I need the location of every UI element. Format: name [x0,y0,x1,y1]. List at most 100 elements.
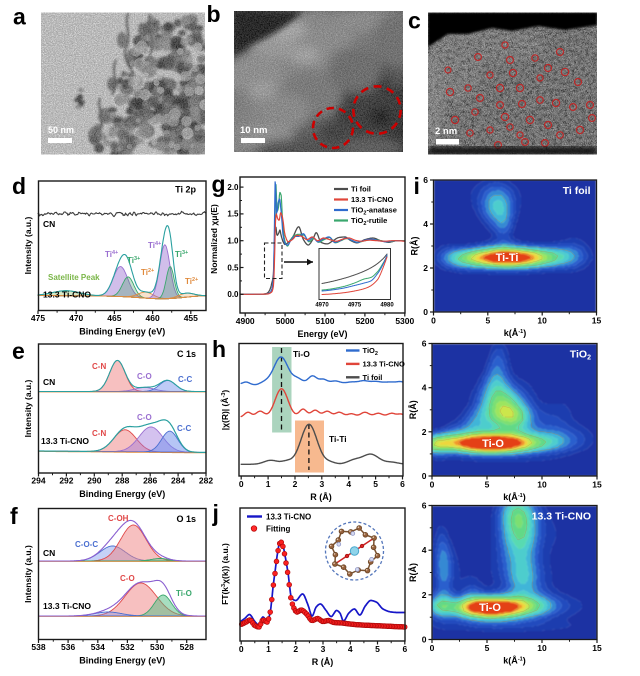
svg-text:Intensity (a.u.): Intensity (a.u.) [23,545,33,603]
svg-text:4: 4 [348,644,353,654]
svg-text:Ti3+: Ti3+ [127,256,140,266]
svg-text:R(Å): R(Å) [410,237,420,256]
svg-text:4980: 4980 [380,303,394,309]
svg-text:Satellite Peak: Satellite Peak [48,273,100,282]
svg-text:13.3 Ti-CNO: 13.3 Ti-CNO [351,195,394,204]
svg-text:b: b [207,1,221,27]
svg-text:a: a [13,4,26,30]
svg-text:50 nm: 50 nm [48,125,74,135]
svg-text:Ti-O: Ti-O [479,602,501,614]
svg-text:C-C: C-C [178,375,192,384]
svg-text:k(Å-1): k(Å-1) [503,492,525,502]
svg-text:538: 538 [31,642,45,652]
svg-text:528: 528 [180,642,194,652]
svg-text:TiO2: TiO2 [363,346,378,357]
svg-text:534: 534 [91,642,105,652]
svg-text:465: 465 [107,313,121,323]
svg-text:532: 532 [120,642,134,652]
svg-text:e: e [12,338,25,364]
svg-text:6: 6 [423,175,428,185]
svg-text:1.0: 1.0 [227,237,239,246]
svg-text:C-C: C-C [177,424,191,433]
svg-text:4: 4 [422,383,427,393]
svg-text:5: 5 [375,644,380,654]
svg-text:C-O: C-O [137,372,152,381]
svg-text:Normalized χμ(E): Normalized χμ(E) [209,204,219,274]
svg-text:6: 6 [400,479,405,489]
svg-text:290: 290 [87,476,101,486]
svg-text:C 1s: C 1s [177,349,196,359]
svg-text:0.5: 0.5 [227,263,239,272]
svg-text:5: 5 [373,479,378,489]
svg-text:2: 2 [422,427,427,437]
svg-text:Ti-O: Ti-O [176,589,192,598]
svg-text:Ti foil: Ti foil [351,185,371,194]
svg-text:288: 288 [115,476,129,486]
svg-text:TiO2: TiO2 [570,349,591,362]
svg-text:2.0: 2.0 [227,183,239,192]
svg-text:294: 294 [31,476,45,486]
svg-text:1.5: 1.5 [227,210,239,219]
svg-text:0.0: 0.0 [227,290,239,299]
svg-text:TiO2-anatase: TiO2-anatase [351,206,397,217]
svg-text:|χ(R)| (Å-3): |χ(R)| (Å-3) [220,390,230,431]
svg-text:15: 15 [592,643,602,653]
svg-text:284: 284 [171,476,185,486]
svg-text:i: i [414,173,420,199]
svg-text:0: 0 [423,307,428,317]
svg-text:g: g [212,171,226,197]
svg-text:Ti foil: Ti foil [563,185,591,197]
svg-text:4: 4 [422,545,427,555]
svg-text:C-OH: C-OH [108,514,129,523]
svg-text:5: 5 [485,316,490,326]
svg-text:0: 0 [430,480,435,490]
svg-text:Intensity (a.u.): Intensity (a.u.) [23,217,33,275]
svg-text:6: 6 [422,501,427,511]
svg-text:R(Å): R(Å) [408,563,418,582]
svg-text:0: 0 [239,644,244,654]
svg-text:536: 536 [61,642,75,652]
svg-text:h: h [212,336,226,362]
svg-text:Ti4+: Ti4+ [105,250,118,260]
svg-text:0: 0 [239,479,244,489]
svg-text:Ti-O: Ti-O [293,349,310,359]
svg-text:Ti 2p: Ti 2p [175,185,196,195]
svg-text:C-O: C-O [120,574,135,583]
svg-text:282: 282 [199,476,213,486]
svg-text:4: 4 [423,219,428,229]
svg-text:1: 1 [266,644,271,654]
svg-text:Ti-Ti: Ti-Ti [496,252,519,264]
svg-text:6: 6 [402,644,407,654]
svg-text:R (Å): R (Å) [310,492,332,502]
svg-text:C-O: C-O [137,413,152,422]
svg-text:2 nm: 2 nm [435,126,457,137]
svg-text:10: 10 [537,643,547,653]
svg-text:Binding Energy (eV): Binding Energy (eV) [79,656,165,666]
svg-text:1: 1 [266,479,271,489]
svg-text:15: 15 [592,480,602,490]
svg-text:R(Å): R(Å) [408,400,418,419]
svg-text:2: 2 [293,644,298,654]
svg-text:286: 286 [143,476,157,486]
svg-text:475: 475 [31,313,45,323]
svg-text:Intensity (a.u.): Intensity (a.u.) [23,380,33,438]
svg-text:13.3 Ti-CNO: 13.3 Ti-CNO [363,360,406,369]
svg-text:O 1s: O 1s [176,514,196,524]
svg-text:10: 10 [537,480,547,490]
svg-text:C-N: C-N [92,429,106,438]
svg-text:13.3 Ti-CNO: 13.3 Ti-CNO [266,513,311,522]
svg-text:TiO2-rutile: TiO2-rutile [351,216,387,227]
svg-text:Ti-Ti: Ti-Ti [329,434,347,444]
svg-text:3: 3 [321,644,326,654]
svg-text:5000: 5000 [276,316,295,326]
svg-text:15: 15 [592,316,602,326]
svg-text:13.3 Ti-CNO: 13.3 Ti-CNO [41,436,89,446]
svg-text:Ti2+: Ti2+ [185,277,198,287]
svg-text:5: 5 [485,643,490,653]
svg-text:5100: 5100 [316,316,335,326]
svg-text:0: 0 [430,643,435,653]
svg-text:d: d [12,173,26,199]
svg-text:455: 455 [184,313,198,323]
svg-text:f: f [10,503,18,529]
svg-text:13.3 Ti-CNO: 13.3 Ti-CNO [43,290,91,300]
